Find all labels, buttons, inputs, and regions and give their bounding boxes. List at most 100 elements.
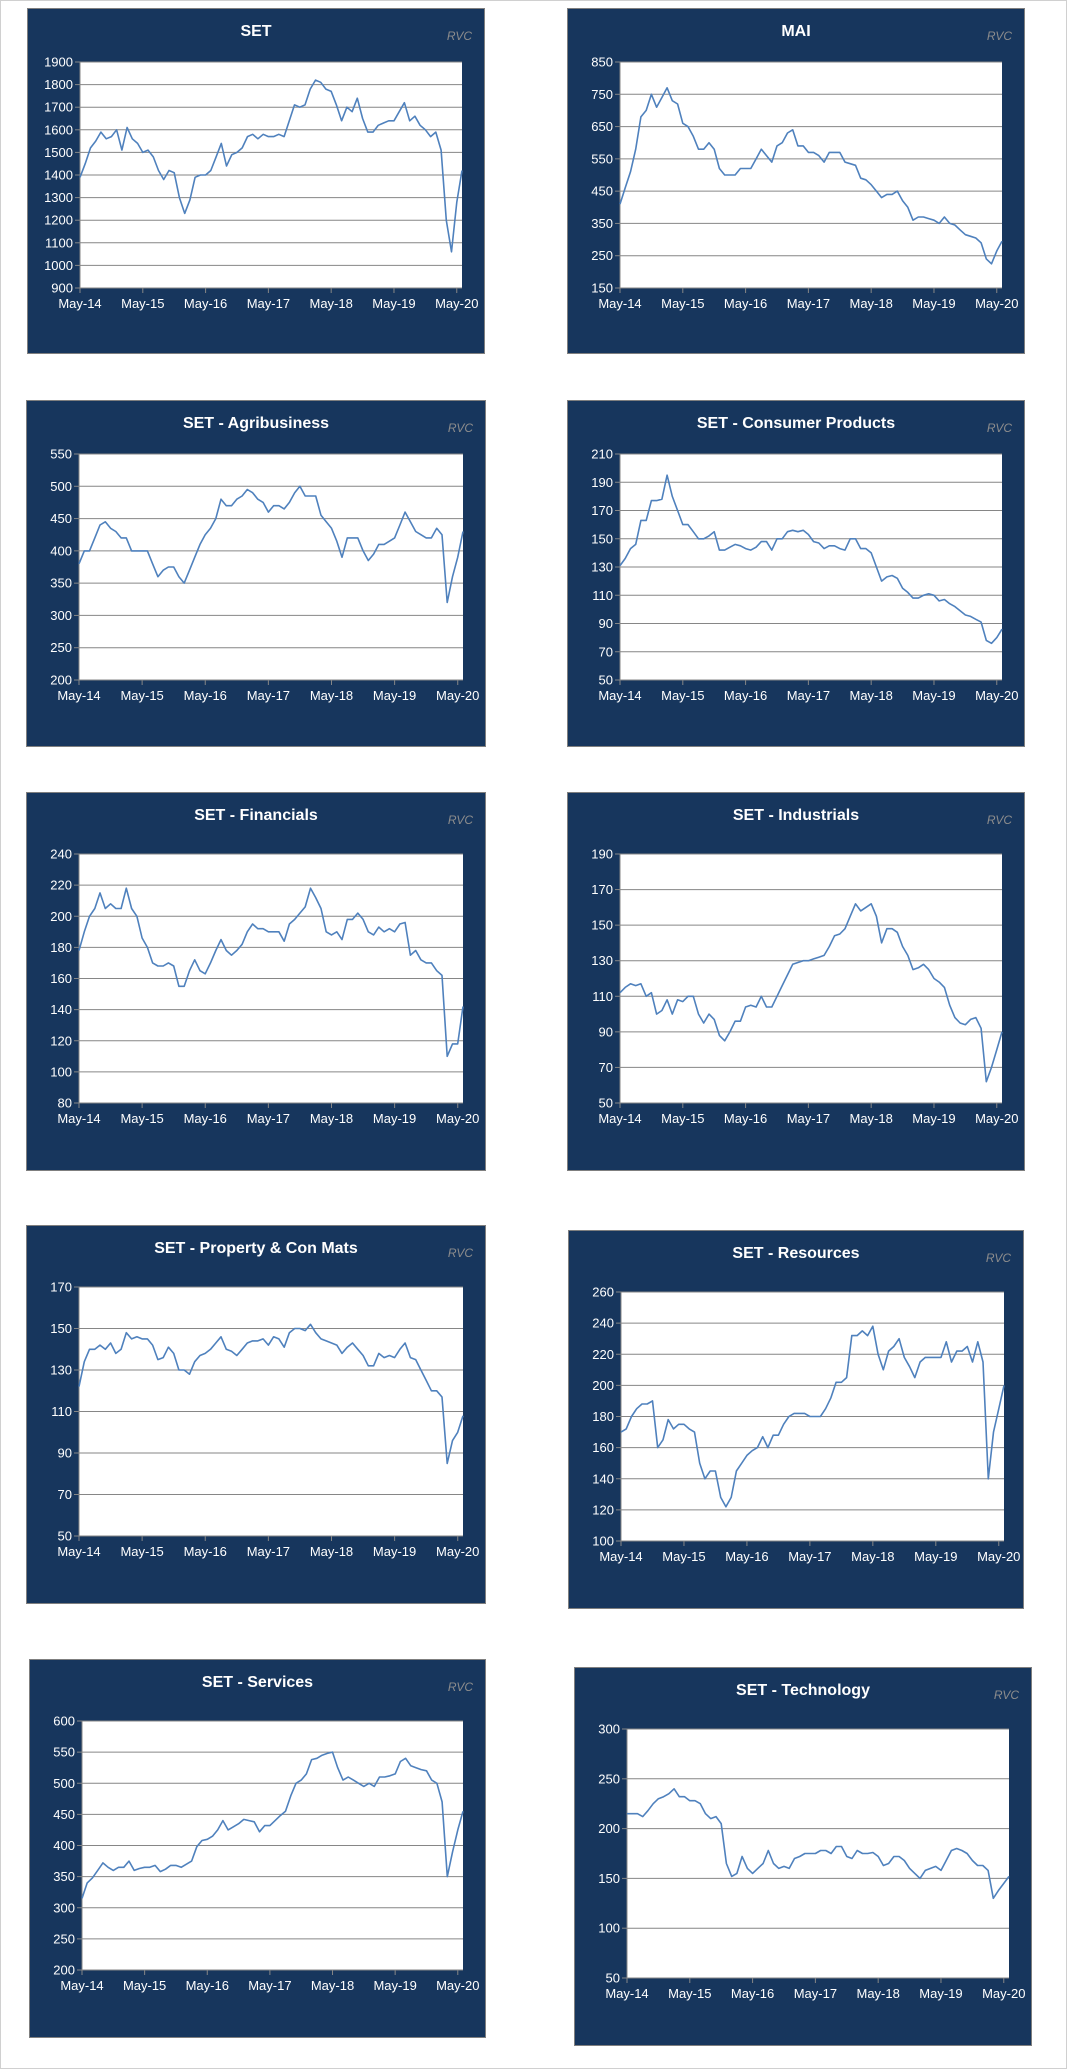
x-tick-label: May-17 (248, 1978, 291, 1993)
y-tick-label: 130 (591, 560, 613, 575)
y-tick-label: 70 (599, 1060, 613, 1075)
x-tick-label: May-15 (662, 1549, 705, 1564)
x-tick-label: May-17 (247, 296, 290, 311)
x-tick-label: May-14 (60, 1978, 103, 1993)
y-tick-label: 250 (591, 248, 613, 263)
y-tick-label: 110 (592, 588, 613, 603)
y-tick-label: 350 (50, 576, 72, 591)
x-tick-label: May-18 (310, 1111, 353, 1126)
chart-title: SET - Resources (732, 1245, 859, 1262)
y-tick-label: 150 (591, 918, 613, 933)
y-tick-label: 160 (50, 971, 72, 986)
x-tick-label: May-15 (120, 1544, 163, 1559)
x-tick-label: May-17 (787, 1111, 830, 1126)
y-tick-label: 750 (591, 87, 613, 102)
chart-title: SET - Consumer Products (697, 415, 895, 432)
chart-panel-services: SET - Services RVC 200 250 300 350 400 450 500 55… (29, 1659, 486, 2038)
y-tick-label: 110 (592, 989, 613, 1004)
x-tick-label: May-19 (373, 688, 416, 703)
chart-panel-set: SET RVC 900 1000 1100 1200 1300 1400 1500 1600 170… (27, 8, 485, 354)
chart-svg: SET - Services RVC 200 250 300 350 400 450 500 55… (53, 1674, 479, 1993)
series-line (627, 1788, 1010, 1900)
x-tick-label: May-14 (598, 296, 641, 311)
series-line (619, 903, 1003, 1083)
x-tick-label: May-16 (184, 1544, 227, 1559)
x-tick-label: May-20 (436, 688, 479, 703)
x-tick-label: May-15 (121, 296, 164, 311)
y-tick-label: 1500 (44, 145, 73, 160)
x-tick-label: May-17 (788, 1549, 831, 1564)
chart-svg: SET - Resources RVC 100 120 140 160 180 200 220 2… (592, 1245, 1020, 1564)
y-tick-label: 200 (592, 1378, 614, 1393)
x-tick-label: May-20 (975, 1111, 1018, 1126)
y-tick-label: 250 (598, 1771, 620, 1786)
x-tick-label: May-17 (247, 1111, 290, 1126)
x-tick-label: May-14 (605, 1986, 648, 2001)
plot-area (620, 62, 1002, 288)
x-tick-label: May-16 (186, 1978, 229, 1993)
y-tick-label: 180 (50, 940, 72, 955)
y-tick-label: 240 (50, 847, 72, 862)
x-tick-label: May-15 (120, 688, 163, 703)
chart-panel-industrials: SET - Industrials RVC 50 70 90 110 130 150 170 19… (567, 792, 1025, 1171)
y-tick-label: 250 (53, 1931, 75, 1946)
chart-panel-property-con-mats: SET - Property & Con Mats RVC 50 70 90 110 130… (26, 1225, 486, 1604)
y-tick-label: 140 (592, 1471, 614, 1486)
x-tick-label: May-18 (849, 296, 892, 311)
series-line (81, 1751, 464, 1899)
y-tick-label: 190 (591, 475, 613, 490)
x-tick-label: May-19 (912, 296, 955, 311)
x-tick-label: May-18 (310, 688, 353, 703)
brand-watermark: RVC (448, 1246, 473, 1260)
x-tick-label: May-19 (373, 1111, 416, 1126)
x-tick-label: May-18 (851, 1549, 894, 1564)
x-tick-label: May-18 (311, 1978, 354, 1993)
brand-watermark: RVC (987, 813, 1012, 827)
x-tick-label: May-17 (794, 1986, 837, 2001)
x-tick-label: May-14 (57, 1544, 100, 1559)
y-tick-label: 110 (51, 1404, 72, 1419)
x-tick-label: May-15 (661, 1111, 704, 1126)
y-tick-label: 550 (591, 151, 613, 166)
y-tick-label: 500 (53, 1776, 75, 1791)
brand-watermark: RVC (448, 813, 473, 827)
y-tick-label: 100 (592, 1534, 614, 1549)
chart-title: SET - Technology (736, 1682, 870, 1699)
y-tick-label: 130 (591, 953, 613, 968)
chart-svg: SET - Agribusiness RVC 200 250 300 350 400 450 5… (50, 415, 479, 703)
series-line (619, 474, 1003, 645)
y-tick-label: 350 (591, 216, 613, 231)
y-tick-label: 1400 (44, 168, 73, 183)
chart-title: SET - Property & Con Mats (154, 1240, 358, 1257)
x-tick-label: May-18 (309, 296, 352, 311)
chart-title: SET - Financials (194, 807, 318, 824)
y-tick-label: 400 (53, 1838, 75, 1853)
y-tick-label: 90 (599, 1024, 613, 1039)
y-tick-label: 1800 (44, 77, 73, 92)
chart-panel-consumer-products: SET - Consumer Products RVC 50 70 90 110 130 15… (567, 400, 1025, 747)
x-tick-label: May-16 (724, 296, 767, 311)
x-tick-label: May-15 (668, 1986, 711, 2001)
chart-svg: SET - Technology RVC 50 100 150 200 250 300 May-… (598, 1682, 1025, 2001)
y-tick-label: 600 (53, 1714, 75, 1729)
brand-watermark: RVC (447, 29, 472, 43)
x-tick-label: May-16 (724, 688, 767, 703)
x-tick-label: May-17 (247, 1544, 290, 1559)
brand-watermark: RVC (448, 1680, 473, 1694)
y-tick-label: 300 (53, 1900, 75, 1915)
y-tick-label: 50 (58, 1529, 72, 1544)
y-tick-label: 650 (591, 119, 613, 134)
brand-watermark: RVC (994, 1688, 1019, 1702)
y-tick-label: 210 (591, 447, 613, 462)
x-tick-label: May-14 (58, 296, 101, 311)
x-tick-label: May-17 (787, 688, 830, 703)
x-tick-label: May-15 (120, 1111, 163, 1126)
y-tick-label: 150 (598, 1871, 620, 1886)
y-tick-label: 180 (592, 1409, 614, 1424)
series-line (79, 79, 463, 253)
y-tick-label: 400 (50, 543, 72, 558)
y-tick-label: 80 (58, 1096, 72, 1111)
y-tick-label: 900 (51, 281, 73, 296)
x-tick-label: May-19 (914, 1549, 957, 1564)
x-tick-label: May-16 (184, 688, 227, 703)
